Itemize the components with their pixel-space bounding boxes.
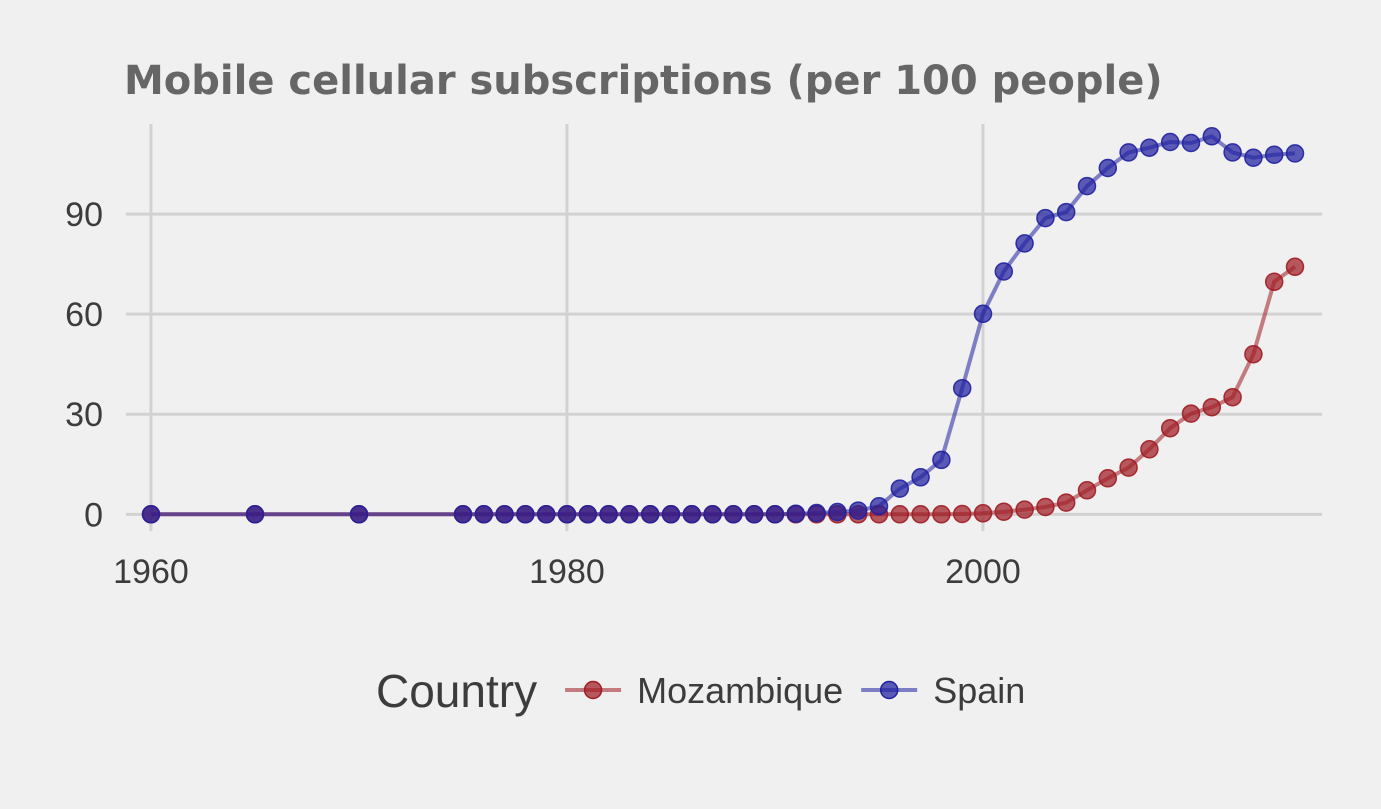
y-tick-label: 60 (65, 296, 103, 334)
data-point-mozambique (911, 505, 930, 524)
legend-label: Mozambique (637, 670, 843, 711)
data-point-mozambique (1056, 493, 1076, 512)
data-point-spain (828, 502, 847, 522)
data-point-spain (516, 505, 535, 524)
data-point-mozambique (1264, 272, 1284, 292)
data-point-mozambique (890, 505, 910, 524)
data-point-spain (661, 505, 681, 524)
data-point-spain (578, 505, 598, 524)
data-point-mozambique (1244, 344, 1263, 364)
data-point-spain (557, 505, 577, 524)
chart-title: Mobile cellular subscriptions (per 100 p… (124, 58, 1163, 104)
data-point-spain (1181, 133, 1201, 153)
y-tick-label: 0 (84, 496, 103, 534)
data-point-mozambique (1285, 257, 1305, 277)
data-point-spain (1264, 145, 1284, 164)
data-point-mozambique (1140, 440, 1159, 459)
data-point-mozambique (1160, 418, 1180, 438)
data-point-mozambique (1015, 500, 1034, 519)
data-point-spain (724, 505, 743, 524)
data-point-mozambique (1202, 397, 1222, 417)
data-point-spain (911, 468, 930, 487)
y-tick-label: 30 (65, 396, 103, 434)
data-point-mozambique (1181, 404, 1201, 423)
data-point-spain (973, 304, 993, 324)
data-point-mozambique (952, 504, 972, 524)
data-point-spain (495, 505, 514, 524)
data-point-spain (599, 505, 618, 524)
data-point-spain (1244, 148, 1263, 167)
data-point-spain (1202, 127, 1222, 146)
data-point-mozambique (1119, 458, 1138, 477)
data-point-spain (536, 505, 556, 524)
data-point-spain (1223, 143, 1242, 162)
data-point-spain (869, 497, 889, 516)
data-point-spain (1285, 144, 1305, 163)
data-point-spain (932, 450, 951, 470)
data-point-spain (994, 262, 1014, 281)
data-point-mozambique (1098, 469, 1118, 488)
x-tick-label: 1960 (113, 553, 189, 591)
data-point-spain (1056, 202, 1076, 222)
legend-marker (879, 680, 899, 700)
data-point-spain (703, 505, 722, 524)
data-point-mozambique (1036, 497, 1055, 517)
data-point-spain (640, 505, 660, 524)
series-points (141, 127, 1305, 524)
data-point-spain (1119, 143, 1138, 162)
x-tick-label: 2000 (945, 553, 1021, 591)
data-point-spain (141, 505, 161, 524)
data-point-spain (952, 378, 972, 398)
data-point-spain (474, 505, 494, 524)
data-point-spain (349, 505, 369, 524)
data-point-spain (1036, 208, 1055, 228)
legend-key-mozambique: Mozambique (565, 670, 843, 711)
data-point-spain (786, 504, 806, 523)
y-tick-label: 90 (65, 196, 103, 234)
data-point-spain (744, 505, 764, 524)
data-point-spain (620, 505, 639, 524)
legend-key-spain: Spain (861, 670, 1025, 711)
legend-title: Country (376, 665, 537, 717)
legend-marker (583, 680, 603, 700)
legend: Country Mozambique Spain (376, 665, 1025, 717)
data-point-mozambique (1223, 387, 1242, 407)
data-point-spain (1160, 132, 1180, 152)
data-point-spain (848, 501, 868, 520)
data-point-mozambique (1077, 481, 1097, 500)
data-point-spain (245, 505, 265, 524)
data-point-spain (1140, 138, 1159, 157)
data-point-spain (453, 505, 473, 524)
data-point-spain (1098, 158, 1118, 178)
data-point-mozambique (932, 505, 951, 524)
data-point-spain (890, 479, 910, 498)
x-axis: 1960 1980 2000 (113, 553, 1021, 591)
data-point-spain (1015, 234, 1034, 253)
data-point-spain (807, 503, 826, 523)
data-point-spain (1077, 176, 1097, 196)
y-axis: 0 30 60 90 (65, 196, 103, 534)
legend-label: Spain (933, 670, 1025, 711)
data-point-spain (765, 505, 785, 524)
x-tick-label: 1980 (529, 553, 605, 591)
data-point-mozambique (994, 502, 1014, 521)
data-point-spain (682, 505, 702, 524)
data-point-mozambique (973, 504, 993, 523)
